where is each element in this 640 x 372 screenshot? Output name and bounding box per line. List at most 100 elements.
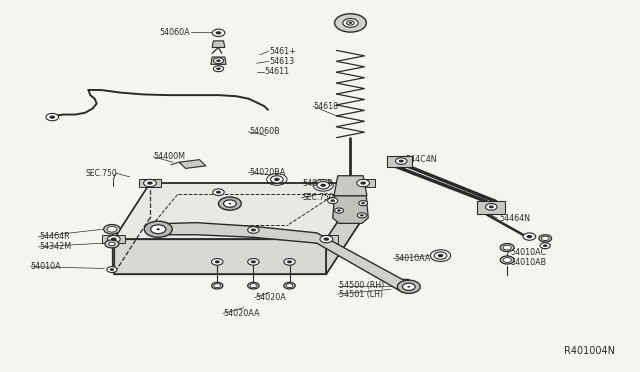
Polygon shape <box>326 183 363 274</box>
Circle shape <box>503 257 511 262</box>
Circle shape <box>360 214 364 217</box>
Text: 54342M: 54342M <box>40 242 72 251</box>
Circle shape <box>227 202 233 205</box>
Circle shape <box>107 267 117 272</box>
Text: 54020AA: 54020AA <box>223 309 260 318</box>
Circle shape <box>150 225 166 234</box>
Text: 544C4N: 544C4N <box>406 155 437 164</box>
Circle shape <box>335 208 344 213</box>
Circle shape <box>527 235 532 238</box>
Polygon shape <box>158 223 409 292</box>
Circle shape <box>287 260 292 263</box>
Circle shape <box>503 245 511 250</box>
Polygon shape <box>333 196 368 223</box>
Circle shape <box>284 282 295 289</box>
Polygon shape <box>114 183 363 239</box>
Circle shape <box>216 67 221 70</box>
Circle shape <box>157 228 160 230</box>
Circle shape <box>317 182 330 189</box>
Circle shape <box>486 203 497 210</box>
Text: 54020BA: 54020BA <box>249 167 285 177</box>
Circle shape <box>251 228 256 231</box>
Polygon shape <box>211 57 226 64</box>
Circle shape <box>211 282 223 289</box>
Circle shape <box>408 286 410 288</box>
Circle shape <box>540 243 550 248</box>
Polygon shape <box>212 41 225 48</box>
Circle shape <box>406 285 412 289</box>
Circle shape <box>500 256 514 264</box>
Text: 54400M: 54400M <box>154 152 186 161</box>
Text: SEC.750: SEC.750 <box>85 169 117 178</box>
Circle shape <box>541 236 549 241</box>
Circle shape <box>360 182 366 185</box>
Circle shape <box>543 244 547 247</box>
Circle shape <box>218 197 241 210</box>
Circle shape <box>248 227 259 233</box>
Circle shape <box>335 14 366 32</box>
Circle shape <box>216 191 221 194</box>
Circle shape <box>212 29 225 36</box>
Text: 54613: 54613 <box>269 57 294 66</box>
Circle shape <box>147 182 153 185</box>
Circle shape <box>216 60 221 62</box>
Circle shape <box>397 280 420 294</box>
Circle shape <box>358 201 367 206</box>
Circle shape <box>104 224 120 234</box>
Circle shape <box>211 259 223 265</box>
Polygon shape <box>102 235 125 243</box>
Circle shape <box>330 199 335 202</box>
Circle shape <box>214 284 221 288</box>
Circle shape <box>356 179 369 187</box>
Text: 54611: 54611 <box>264 67 289 76</box>
Text: SEC.750: SEC.750 <box>302 193 334 202</box>
Text: 54060A: 54060A <box>159 28 190 36</box>
Text: R401004N: R401004N <box>564 346 615 356</box>
Circle shape <box>223 200 236 207</box>
Circle shape <box>248 259 259 265</box>
Text: 54464R: 54464R <box>40 232 70 241</box>
Circle shape <box>434 252 447 259</box>
Circle shape <box>108 235 120 243</box>
Polygon shape <box>352 179 374 187</box>
Circle shape <box>109 268 114 271</box>
Text: 54010AA: 54010AA <box>395 254 431 263</box>
Polygon shape <box>114 239 326 274</box>
Circle shape <box>320 235 333 243</box>
Text: 54010A: 54010A <box>31 262 61 271</box>
Circle shape <box>396 158 407 164</box>
Circle shape <box>109 242 115 246</box>
Circle shape <box>49 115 55 119</box>
Circle shape <box>438 254 444 257</box>
Text: 54020B: 54020B <box>302 179 333 187</box>
Circle shape <box>399 160 404 163</box>
Text: 54500 (RH): 54500 (RH) <box>339 281 384 290</box>
Text: 54010AC: 54010AC <box>510 248 547 257</box>
Circle shape <box>343 19 358 27</box>
Circle shape <box>154 227 162 231</box>
Circle shape <box>248 282 259 289</box>
Circle shape <box>337 209 341 212</box>
Circle shape <box>46 113 59 121</box>
Circle shape <box>250 284 257 288</box>
Text: 54618: 54618 <box>314 102 339 110</box>
Circle shape <box>271 176 284 183</box>
Circle shape <box>286 284 293 288</box>
Circle shape <box>143 179 156 187</box>
Circle shape <box>320 184 326 187</box>
Circle shape <box>111 237 116 241</box>
Circle shape <box>213 66 223 72</box>
Circle shape <box>251 260 256 263</box>
Circle shape <box>144 221 172 237</box>
Polygon shape <box>334 176 367 196</box>
Circle shape <box>328 198 338 203</box>
Circle shape <box>323 237 329 241</box>
Circle shape <box>214 260 220 263</box>
Polygon shape <box>387 155 412 167</box>
Circle shape <box>107 227 117 232</box>
Circle shape <box>212 189 224 196</box>
Polygon shape <box>477 201 505 214</box>
Circle shape <box>347 21 355 25</box>
Circle shape <box>284 259 295 265</box>
Polygon shape <box>138 179 161 187</box>
